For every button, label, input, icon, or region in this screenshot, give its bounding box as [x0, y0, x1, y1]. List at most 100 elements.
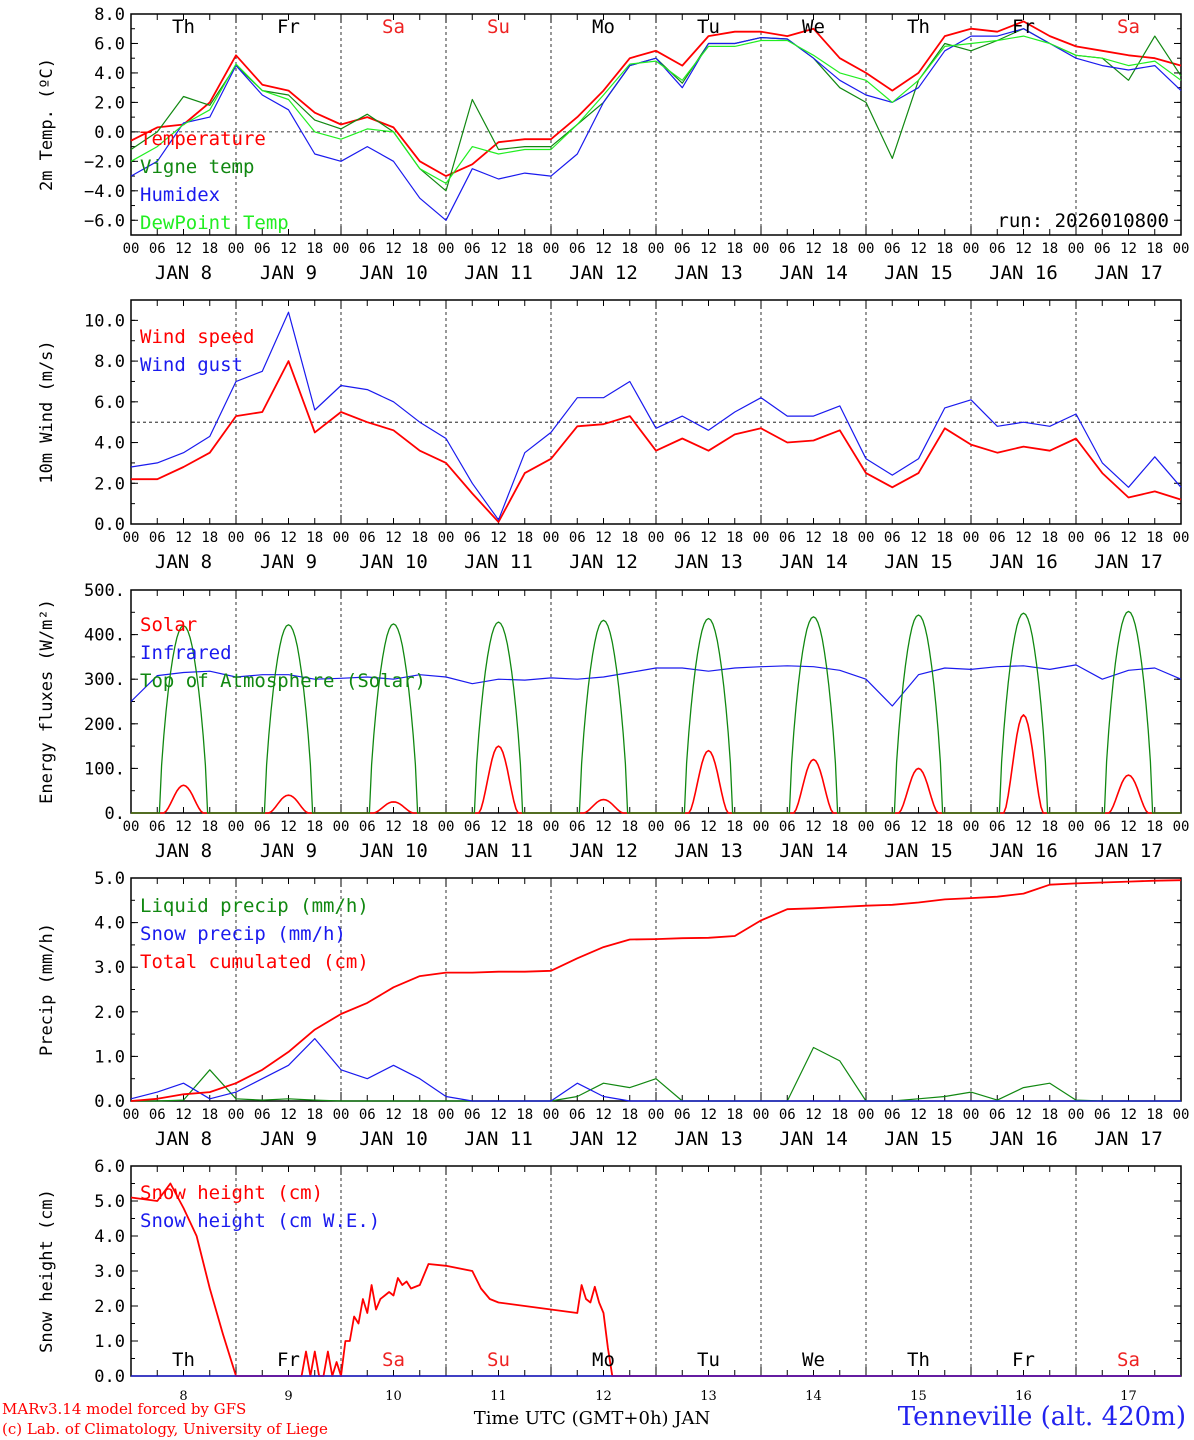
hour-tick-label: 06: [359, 530, 376, 546]
hour-tick-label: 06: [884, 819, 901, 835]
y-tick-label: 10.0: [84, 311, 125, 331]
hour-tick-label: 00: [543, 241, 560, 257]
y-tick-label: −2.0: [84, 152, 125, 172]
y-tick-label: 0.0: [94, 1092, 125, 1112]
y-tick-label: 6.0: [94, 34, 125, 54]
weekday-label: Mo: [592, 16, 615, 38]
legend-entry: Snow precip (mm/h): [140, 923, 346, 945]
y-tick-label: 4.0: [94, 434, 125, 454]
date-label: JAN 15: [884, 551, 953, 573]
hour-tick-label: 00: [1173, 241, 1190, 257]
hour-tick-label: 00: [228, 530, 245, 546]
y-tick-label: 3.0: [94, 1262, 125, 1282]
hour-tick-label: 06: [674, 530, 691, 546]
hour-tick-label: 12: [700, 241, 717, 257]
hour-tick-label: 00: [333, 1107, 350, 1123]
weekday-label: Tu: [697, 1349, 720, 1371]
hour-tick-label: 18: [621, 530, 638, 546]
hour-tick-label: 12: [175, 530, 192, 546]
weekday-label: We: [802, 16, 825, 38]
hour-tick-label: 12: [1015, 241, 1032, 257]
hour-tick-label: 12: [1015, 819, 1032, 835]
y-tick-label: 0.: [105, 804, 125, 824]
hour-tick-label: 06: [884, 530, 901, 546]
hour-tick-label: 06: [674, 819, 691, 835]
hour-tick-label: 00: [543, 1107, 560, 1123]
hour-tick-label: 12: [490, 1107, 507, 1123]
hour-tick-label: 12: [280, 530, 297, 546]
series-top-of-atmosphere-solar: [131, 610, 1181, 814]
y-axis-label: Snow height (cm): [37, 1189, 57, 1353]
hour-tick-label: 18: [306, 241, 323, 257]
hour-tick-label: 18: [411, 530, 428, 546]
hour-tick-label: 06: [674, 1107, 691, 1123]
hour-tick-label: 06: [779, 819, 796, 835]
date-label: JAN 16: [989, 551, 1058, 573]
hour-tick-label: 12: [1120, 1107, 1137, 1123]
hour-tick-label: 00: [333, 530, 350, 546]
hour-tick-label: 12: [595, 1107, 612, 1123]
hour-tick-label: 00: [123, 530, 140, 546]
hour-tick-label: 00: [963, 530, 980, 546]
hour-tick-label: 12: [1120, 530, 1137, 546]
y-axis-label: 2m Temp. (ºC): [37, 58, 57, 191]
hour-tick-label: 06: [884, 1107, 901, 1123]
hour-tick-label: 06: [989, 819, 1006, 835]
hour-tick-label: 06: [884, 241, 901, 257]
hour-tick-label: 12: [490, 241, 507, 257]
hour-tick-label: 00: [1173, 1107, 1190, 1123]
hour-tick-label: 00: [753, 1107, 770, 1123]
hour-tick-label: 18: [936, 530, 953, 546]
hour-tick-label: 18: [411, 819, 428, 835]
date-label: JAN 16: [989, 262, 1058, 284]
date-label: JAN 12: [569, 840, 638, 862]
date-label: JAN 8: [155, 262, 212, 284]
hour-tick-label: 00: [1173, 819, 1190, 835]
hour-tick-label: 06: [569, 819, 586, 835]
legend-entry: Infrared: [140, 642, 232, 664]
y-tick-label: 5.0: [94, 869, 125, 889]
y-tick-label: 2.0: [94, 474, 125, 494]
hour-tick-label: 18: [936, 241, 953, 257]
legend-entry: Wind speed: [140, 326, 254, 348]
date-label: JAN 12: [569, 551, 638, 573]
y-tick-label: 2.0: [94, 93, 125, 113]
legend-entry: Liquid precip (mm/h): [140, 895, 369, 917]
date-number: 15: [910, 1389, 927, 1404]
hour-tick-label: 00: [123, 1107, 140, 1123]
weekday-label: Sa: [382, 1349, 405, 1371]
hour-tick-label: 12: [595, 530, 612, 546]
hour-tick-label: 00: [648, 241, 665, 257]
legend-entry: Snow height (cm): [140, 1182, 323, 1204]
y-tick-label: 1.0: [94, 1047, 125, 1067]
hour-tick-label: 18: [1146, 1107, 1163, 1123]
hour-tick-label: 18: [201, 1107, 218, 1123]
legend-entry: Solar: [140, 614, 197, 636]
y-tick-label: 100.: [84, 759, 125, 779]
date-label: JAN 10: [359, 262, 428, 284]
y-tick-label: 200.: [84, 715, 125, 735]
date-label: JAN 11: [464, 262, 533, 284]
date-label: JAN 16: [989, 840, 1058, 862]
hour-tick-label: 06: [464, 819, 481, 835]
y-tick-label: 4.0: [94, 1227, 125, 1247]
legend-entry: Humidex: [140, 184, 220, 206]
date-number: 14: [805, 1389, 822, 1404]
hour-tick-label: 18: [516, 819, 533, 835]
hour-tick-label: 00: [963, 1107, 980, 1123]
y-tick-label: −4.0: [84, 182, 125, 202]
weekday-label: Sa: [382, 16, 405, 38]
hour-tick-label: 06: [1094, 530, 1111, 546]
hour-tick-label: 12: [595, 819, 612, 835]
hour-tick-label: 18: [201, 530, 218, 546]
hour-tick-label: 12: [490, 530, 507, 546]
hour-tick-label: 06: [254, 241, 271, 257]
legend-entry: Total cumulated (cm): [140, 951, 369, 973]
date-label: JAN 11: [464, 840, 533, 862]
weekday-label: Su: [487, 16, 510, 38]
weekday-label: Fr: [1012, 1349, 1035, 1371]
hour-tick-label: 18: [936, 819, 953, 835]
hour-tick-label: 00: [438, 530, 455, 546]
date-label: JAN 13: [674, 551, 743, 573]
hour-tick-label: 12: [1120, 241, 1137, 257]
